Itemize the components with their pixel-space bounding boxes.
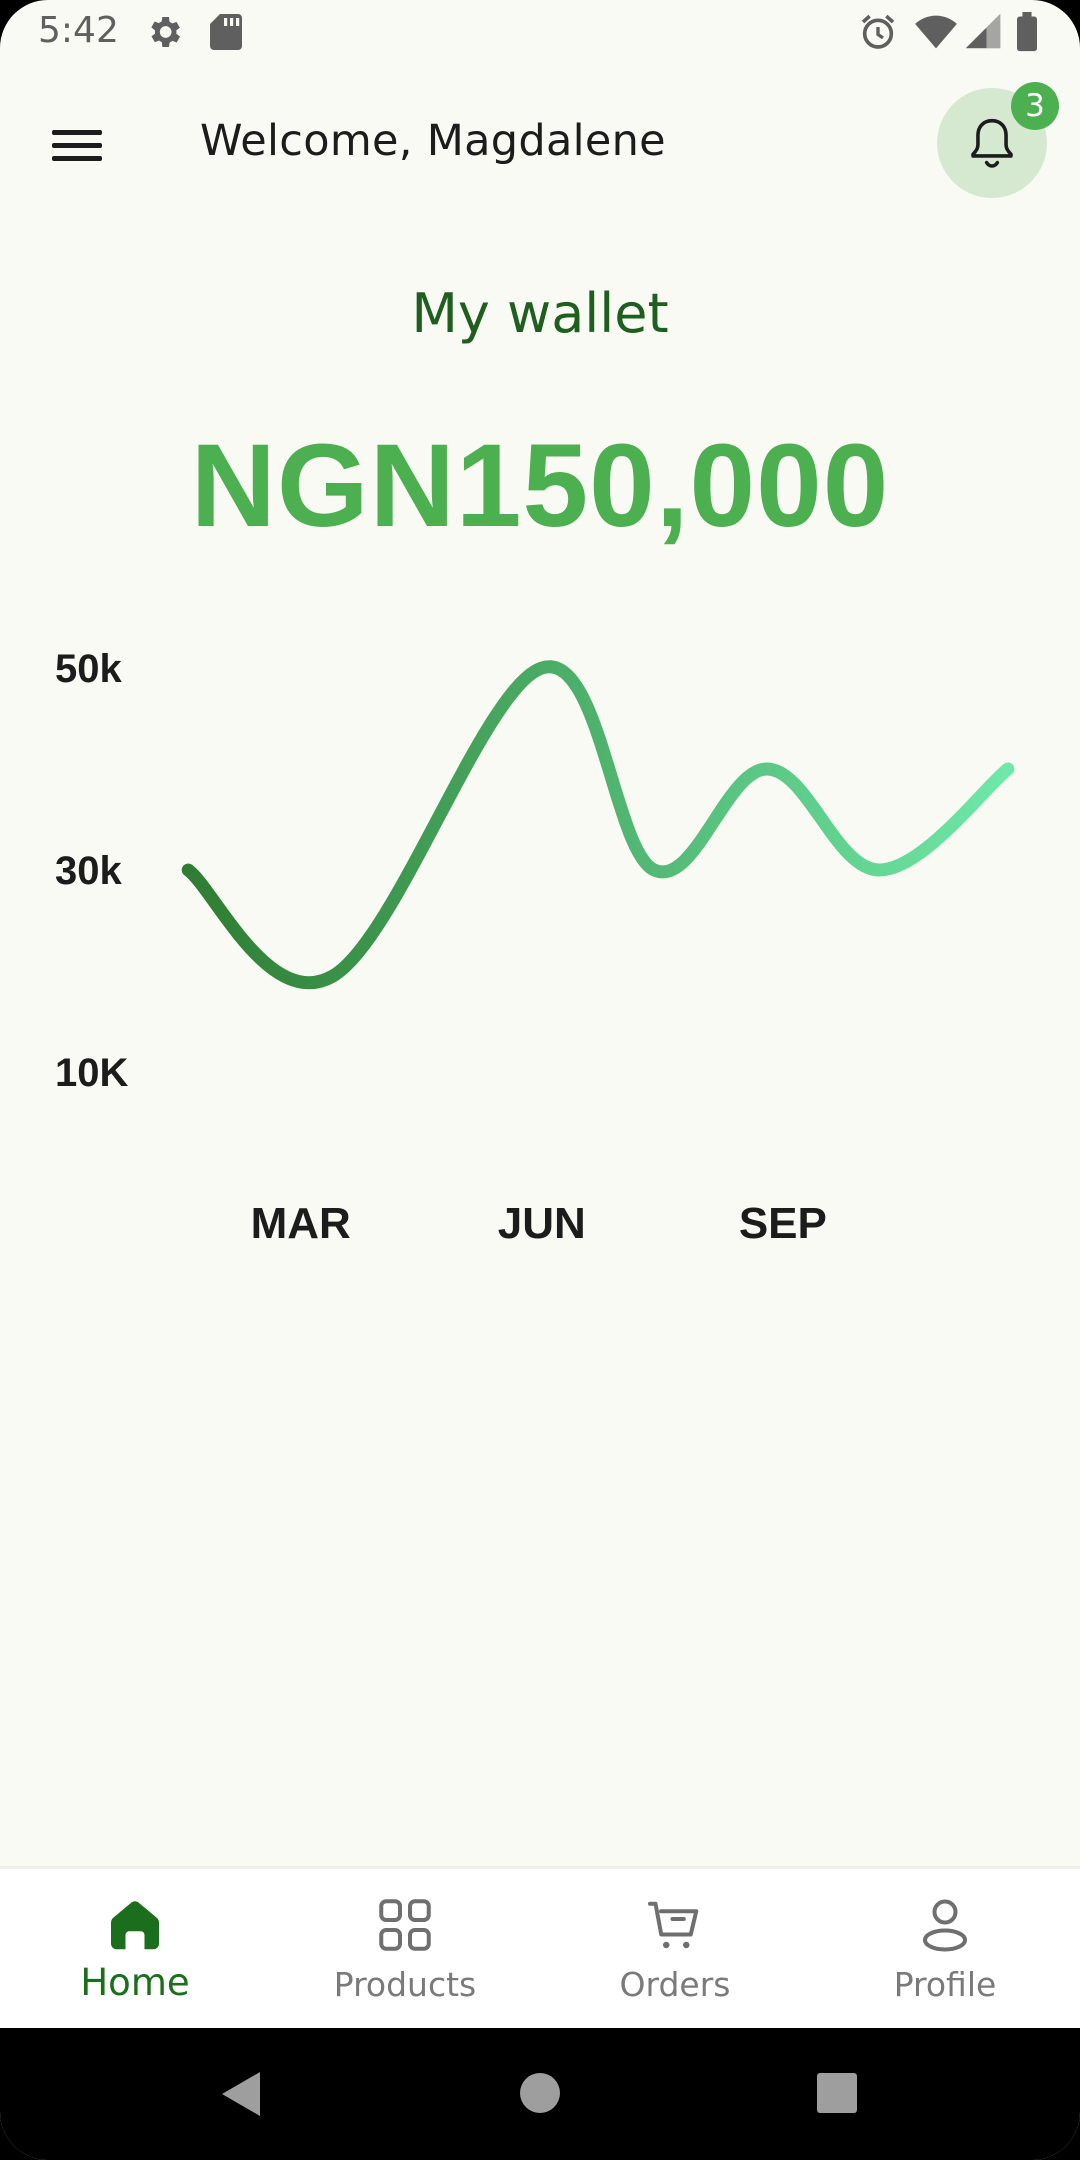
menu-button[interactable] <box>42 112 114 172</box>
wallet-label: My wallet <box>411 282 669 345</box>
nav-home-label: Home <box>80 1961 190 2004</box>
person-icon <box>923 1899 967 1952</box>
nav-products-label: Products <box>333 1965 477 2004</box>
sd-card-icon <box>210 14 242 50</box>
grid-icon <box>379 1899 431 1951</box>
y-tick-label: 10K <box>55 1051 128 1095</box>
nav-orders[interactable]: Orders <box>540 1869 810 2031</box>
x-tick-label: SEP <box>739 1199 827 1248</box>
settings-icon <box>151 17 180 47</box>
nav-orders-label: Orders <box>619 1965 731 2004</box>
home-circle-icon[interactable] <box>519 2072 561 2114</box>
welcome-text: Welcome, Magdalene <box>200 116 666 166</box>
cart-icon <box>648 1901 699 1949</box>
nav-home[interactable]: Home <box>0 1869 270 2031</box>
notification-badge: 3 <box>1011 82 1059 130</box>
nav-products[interactable]: Products <box>270 1869 540 2031</box>
x-tick-label: JUN <box>498 1199 586 1248</box>
wifi-icon <box>915 15 957 49</box>
wallet-chart: 50k 30k 10K MAR JUN SEP <box>55 647 1015 1248</box>
hamburger-line <box>52 143 102 148</box>
hamburger-line <box>52 156 102 161</box>
bottom-navigation: Home Products Orders <box>0 1866 1080 2031</box>
chart-series-line <box>181 660 1015 990</box>
nav-profile[interactable]: Profile <box>810 1869 1080 2031</box>
bell-icon <box>971 118 1013 168</box>
recents-icon[interactable] <box>816 2072 858 2114</box>
status-bar: 5:42 <box>0 0 1080 66</box>
status-time: 5:42 <box>38 10 119 51</box>
system-navigation-bar <box>0 2028 1080 2160</box>
y-tick-label: 30k <box>55 849 122 893</box>
back-icon[interactable] <box>218 2070 262 2118</box>
x-tick-label: MAR <box>251 1199 351 1248</box>
y-tick-label: 50k <box>55 647 122 691</box>
home-icon <box>111 1901 159 1950</box>
signal-icon <box>965 13 1001 49</box>
nav-profile-label: Profile <box>893 1965 997 2004</box>
alarm-icon <box>861 14 895 49</box>
wallet-balance: NGN150,000 <box>190 420 890 552</box>
hamburger-line <box>52 130 102 135</box>
battery-icon <box>1017 12 1037 52</box>
